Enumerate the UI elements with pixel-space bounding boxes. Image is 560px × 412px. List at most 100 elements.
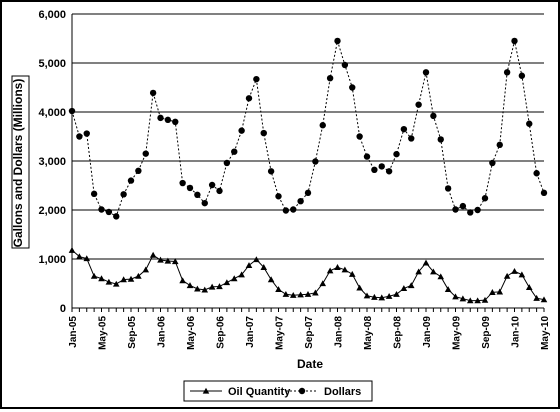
data-point xyxy=(208,181,216,189)
x-tick-label: Sep-06 xyxy=(216,316,227,349)
data-point xyxy=(474,206,481,214)
data-point xyxy=(378,163,385,170)
data-point xyxy=(127,177,135,184)
x-tick-label: Sep-05 xyxy=(127,316,138,349)
data-point xyxy=(245,95,253,102)
legend-label: Dollars xyxy=(324,386,361,398)
data-point xyxy=(223,159,231,167)
data-point xyxy=(223,279,231,286)
data-point xyxy=(341,266,349,273)
data-point xyxy=(201,286,209,293)
data-point xyxy=(186,184,194,192)
data-point xyxy=(120,191,127,198)
data-point xyxy=(326,267,334,274)
data-point xyxy=(525,284,533,291)
data-point xyxy=(415,101,422,108)
data-point xyxy=(179,179,186,187)
data-point xyxy=(467,209,474,216)
data-point xyxy=(400,285,408,292)
data-point xyxy=(275,286,282,293)
data-point xyxy=(83,255,91,262)
data-point xyxy=(481,195,489,202)
legend-marker xyxy=(298,387,306,395)
data-point xyxy=(319,122,326,129)
data-point xyxy=(526,120,533,127)
data-point xyxy=(334,264,341,270)
data-point xyxy=(408,135,415,142)
data-point xyxy=(385,292,393,299)
data-point xyxy=(98,275,105,282)
data-point xyxy=(466,297,474,304)
series-layer xyxy=(68,37,548,304)
legend: Oil Quantity Dollars xyxy=(183,380,373,402)
gridlines xyxy=(72,13,544,260)
data-point xyxy=(393,290,400,297)
data-point xyxy=(260,264,268,270)
data-point xyxy=(304,290,312,297)
y-tick-label: 2,000 xyxy=(38,205,66,217)
x-axis-title: Date xyxy=(297,357,323,371)
x-tick-label: Jan-09 xyxy=(422,316,433,348)
data-point xyxy=(363,153,371,160)
data-point xyxy=(452,206,459,213)
data-point xyxy=(437,273,445,280)
data-point xyxy=(474,297,481,304)
data-point xyxy=(83,130,90,137)
data-point xyxy=(297,291,304,298)
y-tick-label: 0 xyxy=(60,303,66,315)
data-point xyxy=(489,159,496,167)
data-point xyxy=(186,282,194,289)
data-point xyxy=(194,191,201,199)
data-point xyxy=(503,69,511,76)
y-tick-label: 3,000 xyxy=(38,156,66,168)
data-point xyxy=(282,290,290,297)
data-point xyxy=(459,295,467,302)
data-point xyxy=(267,276,275,283)
data-point xyxy=(518,271,526,278)
x-tick-label: May-07 xyxy=(275,316,286,350)
data-point xyxy=(216,283,223,290)
legend-label: Oil Quantity xyxy=(228,386,291,398)
data-point xyxy=(496,288,504,295)
chart-svg: 0 1,000 2,000 3,000 4,000 5,000 6,000 Jan-05 Ma… xyxy=(11,9,551,402)
data-point xyxy=(496,141,503,149)
data-point xyxy=(349,84,356,91)
x-tick-label: Jan-07 xyxy=(245,316,256,348)
data-point xyxy=(208,283,216,290)
x-tick-label: May-09 xyxy=(452,316,463,350)
data-point xyxy=(533,294,540,301)
data-point xyxy=(230,275,238,282)
data-point xyxy=(430,112,437,120)
data-point xyxy=(452,293,459,300)
x-tick-label: Jan-10 xyxy=(511,316,522,348)
data-point xyxy=(459,202,467,210)
legend-item-oil-quantity: Oil Quantity xyxy=(190,386,291,398)
data-point xyxy=(245,262,253,269)
data-point xyxy=(371,166,378,174)
data-point xyxy=(76,133,83,140)
axes xyxy=(71,14,545,312)
data-point xyxy=(105,278,113,285)
data-point xyxy=(503,272,511,279)
data-point xyxy=(105,208,113,216)
data-point xyxy=(489,289,496,295)
data-point xyxy=(231,148,238,155)
data-point xyxy=(290,206,297,213)
x-tick-label: Sep-09 xyxy=(481,316,492,349)
data-point xyxy=(171,258,179,265)
data-point xyxy=(356,133,363,140)
data-point xyxy=(267,168,275,175)
data-point xyxy=(312,289,319,296)
data-point xyxy=(142,266,150,273)
data-point xyxy=(135,167,142,174)
data-point xyxy=(363,292,371,299)
data-point xyxy=(415,268,422,275)
y-tick-label: 5,000 xyxy=(38,58,66,70)
data-point xyxy=(393,150,400,158)
y-axis-title-box xyxy=(11,75,30,249)
x-tick-label: May-10 xyxy=(540,316,551,350)
data-point xyxy=(142,150,149,157)
data-point xyxy=(127,275,135,282)
data-point xyxy=(260,129,267,137)
